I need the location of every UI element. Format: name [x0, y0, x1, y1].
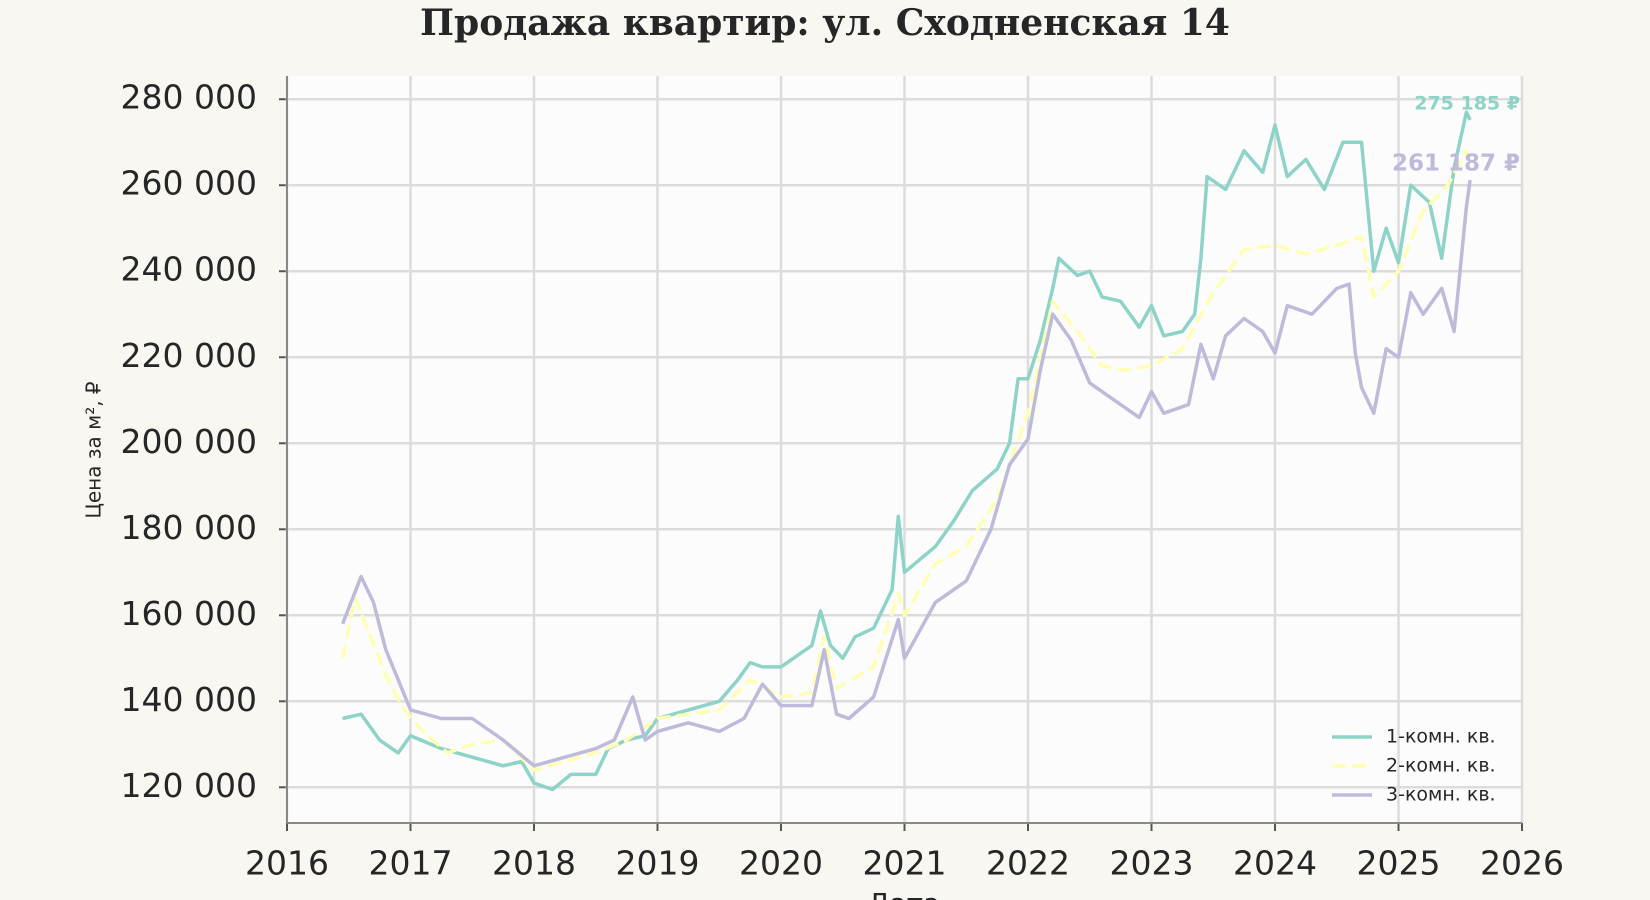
y-tick-label: 120 000 [121, 766, 257, 805]
end-value-label: 275 185 ₽ [1414, 92, 1520, 114]
y-tick-label: 220 000 [121, 336, 257, 375]
x-tick-label: 2025 [1357, 844, 1441, 883]
legend-label: 3-комн. кв. [1386, 784, 1496, 806]
y-tick-label: 280 000 [121, 78, 257, 117]
series-line [340, 149, 1472, 772]
x-tick-label: 2022 [986, 844, 1070, 883]
x-tick-label: 2020 [739, 844, 823, 883]
x-tick-label: 2019 [616, 844, 700, 883]
y-tick-label: 240 000 [121, 250, 257, 289]
x-axis-label: Дата [868, 887, 941, 900]
chart-title: Продажа квартир: ул. Сходненская 14 [420, 2, 1230, 44]
x-tick-label: 2017 [369, 844, 453, 883]
y-axis-label: Цена за м², ₽ [82, 381, 106, 519]
y-tick-label: 140 000 [121, 680, 257, 719]
y-tick-label: 160 000 [121, 594, 257, 633]
x-tick-label: 2021 [863, 844, 947, 883]
x-tick-label: 2026 [1480, 844, 1564, 883]
y-tick-label: 200 000 [121, 422, 257, 461]
legend-label: 1-комн. кв. [1386, 726, 1496, 748]
series-line [342, 110, 1472, 792]
y-tick-label: 180 000 [121, 508, 257, 547]
end-value-label: 261 187 ₽ [1392, 151, 1520, 177]
series-line [340, 179, 1472, 768]
legend-label: 2-комн. кв. [1386, 755, 1496, 777]
x-tick-label: 2016 [245, 844, 329, 883]
x-tick-label: 2018 [492, 844, 576, 883]
y-tick-label: 260 000 [121, 164, 257, 203]
x-tick-label: 2024 [1233, 844, 1317, 883]
x-tick-label: 2023 [1110, 844, 1194, 883]
